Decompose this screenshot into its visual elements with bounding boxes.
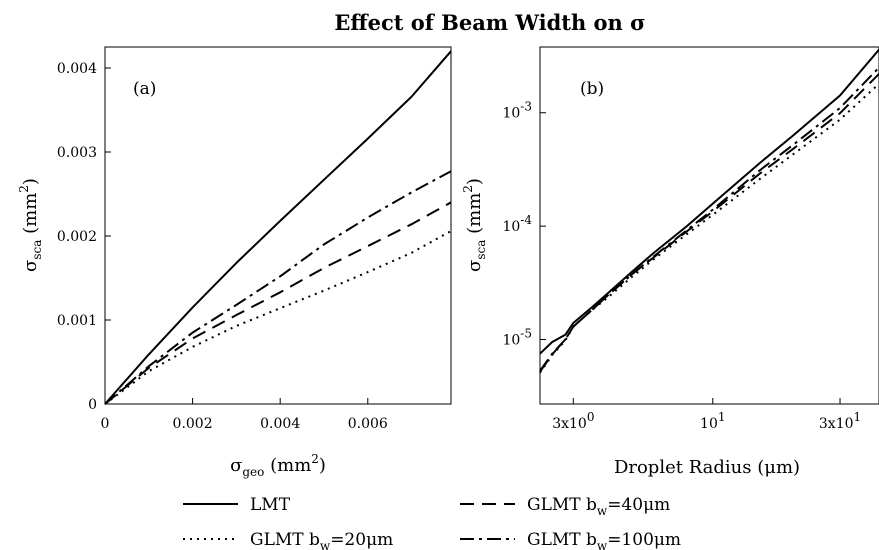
x-axis-label-a-sup: 2 bbox=[311, 452, 319, 466]
x-axis-label-a: σgeo (mm2) bbox=[230, 452, 326, 479]
y-axis-label-a-sub: sca bbox=[30, 240, 44, 260]
legend-label-glmt-20: GLMT bw=20μm bbox=[250, 530, 393, 550]
y-axis-label-a: σsca (mm2) bbox=[17, 178, 44, 272]
x-axis-label-a-main: σ bbox=[230, 455, 242, 476]
series-line-b-solid bbox=[539, 49, 879, 355]
series-line-a-dashed bbox=[104, 201, 452, 405]
y-tick-label-a-0: 0 bbox=[88, 397, 97, 413]
legend-label-glmt-100-main: GLMT b bbox=[527, 530, 597, 550]
legend-label-glmt-20-sub: w bbox=[320, 539, 331, 550]
y-axis-label-b-close: ) bbox=[464, 178, 485, 185]
y-axis-label-b-sup: 2 bbox=[461, 185, 475, 193]
y-tick-exp-b-0: -5 bbox=[520, 327, 532, 341]
y-tick-label-b-1: 10-4 bbox=[502, 213, 532, 235]
x-tick-label-b-0: 3x100 bbox=[552, 410, 594, 432]
y-tick-mant-b-0: 10 bbox=[502, 333, 520, 349]
legend-label-glmt-20-main: GLMT b bbox=[250, 530, 320, 550]
legend: LMT GLMT bw=40μm GLMT bw=20μm GLMT bw=10… bbox=[183, 495, 681, 550]
series-line-b-dashed bbox=[539, 73, 879, 373]
plot-frame-a bbox=[104, 46, 452, 405]
panel-tag-a: (a) bbox=[133, 79, 156, 99]
x-axis-label-a-sub: geo bbox=[242, 465, 264, 479]
legend-label-lmt: LMT bbox=[250, 495, 291, 515]
chart-title: Effect of Beam Width on σ bbox=[334, 10, 645, 35]
x-tick-mant-b-1: 10 bbox=[700, 416, 718, 432]
y-axis-label-a-tail: (mm bbox=[20, 193, 41, 240]
y-axis-label-b-main: σ bbox=[464, 260, 485, 272]
x-tick-label-a-2: 0.004 bbox=[260, 416, 300, 432]
y-axis-label-b-tail: (mm bbox=[464, 193, 485, 240]
y-axis-label-b-sub: sca bbox=[474, 240, 488, 260]
series-line-a-solid bbox=[104, 50, 452, 405]
y-tick-exp-b-1: -4 bbox=[520, 213, 532, 227]
x-axis-label-b: Droplet Radius (μm) bbox=[614, 457, 800, 478]
y-tick-mant-b-2: 10 bbox=[502, 106, 520, 122]
legend-label-glmt-40-sub: w bbox=[597, 504, 608, 518]
y-tick-label-a-4: 0.004 bbox=[57, 61, 97, 77]
y-tick-label-a-3: 0.003 bbox=[57, 145, 97, 161]
x-tick-mant-b-0: 3x10 bbox=[552, 416, 587, 432]
y-tick-label-b-0: 10-5 bbox=[502, 327, 532, 349]
legend-label-glmt-40: GLMT bw=40μm bbox=[527, 495, 670, 518]
series-line-a-dashdot bbox=[104, 170, 452, 405]
series-b bbox=[539, 49, 879, 374]
x-tick-mant-b-2: 3x10 bbox=[819, 416, 854, 432]
legend-label-glmt-100: GLMT bw=100μm bbox=[527, 530, 681, 550]
legend-label-glmt-100-tail: =100μm bbox=[607, 530, 681, 550]
plot-frame-b bbox=[539, 46, 879, 405]
y-tick-label-b-2: 10-3 bbox=[502, 100, 532, 122]
y-tick-mant-b-1: 10 bbox=[502, 219, 520, 235]
y-axis-label-a-sup: 2 bbox=[17, 185, 31, 193]
legend-label-glmt-100-sub: w bbox=[597, 539, 608, 550]
legend-label-glmt-40-tail: =40μm bbox=[607, 495, 670, 515]
x-tick-label-a-3: 0.006 bbox=[348, 416, 388, 432]
x-tick-label-b-2: 3x101 bbox=[819, 410, 861, 432]
legend-label-glmt-20-tail: =20μm bbox=[330, 530, 393, 550]
x-axis-label-a-close: ) bbox=[319, 455, 326, 476]
x-tick-label-a-1: 0.002 bbox=[173, 416, 213, 432]
x-tick-label-b-1: 101 bbox=[700, 410, 725, 432]
x-tick-exp-b-2: 1 bbox=[854, 410, 862, 424]
y-axis-label-a-main: σ bbox=[20, 260, 41, 272]
x-tick-exp-b-1: 1 bbox=[718, 410, 726, 424]
panel-a: (a) 0 0.002 0.004 0.006 0 0.001 0.002 0.003 0.00… bbox=[17, 46, 452, 479]
x-tick-exp-b-0: 0 bbox=[587, 410, 595, 424]
series-line-b-dashdot bbox=[539, 66, 879, 372]
ticks-a: 0 0.002 0.004 0.006 0 0.001 0.002 0.003 0.004 bbox=[57, 61, 388, 432]
y-tick-label-a-2: 0.002 bbox=[57, 229, 97, 245]
panel-tag-b: (b) bbox=[580, 79, 604, 99]
y-axis-label-a-close: ) bbox=[20, 178, 41, 185]
x-axis-label-a-tail: (mm bbox=[264, 455, 311, 476]
x-tick-label-a-0: 0 bbox=[101, 416, 110, 432]
y-tick-label-a-1: 0.001 bbox=[57, 313, 97, 329]
y-tick-exp-b-2: -3 bbox=[520, 100, 532, 114]
series-line-a-dotted bbox=[104, 230, 452, 405]
legend-label-glmt-40-main: GLMT b bbox=[527, 495, 597, 515]
series-line-b-dotted bbox=[539, 83, 879, 374]
series-a bbox=[104, 50, 452, 405]
y-axis-label-b: σsca (mm2) bbox=[461, 178, 488, 272]
